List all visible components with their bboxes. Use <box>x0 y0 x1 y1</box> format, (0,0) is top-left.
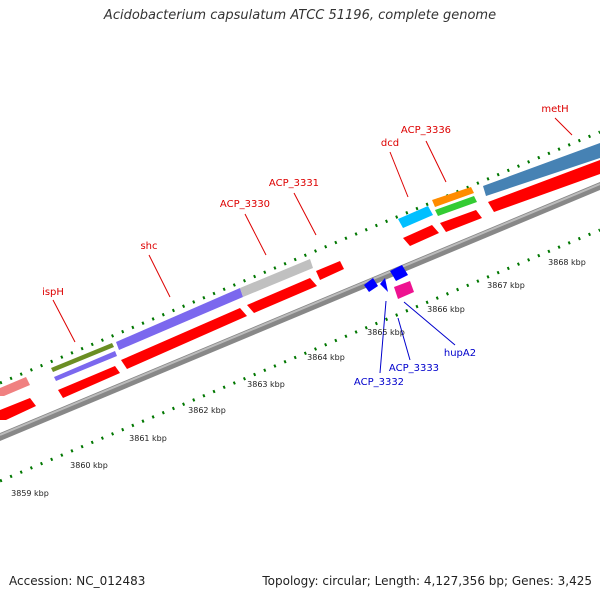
gene-ACP_3332-shape[interactable] <box>364 278 378 292</box>
scale-label-3867: 3867 kbp <box>487 281 525 290</box>
partial-cds-left <box>0 398 36 420</box>
chromosome-backbone-highlight <box>0 183 600 436</box>
gene-ACP_3330-bar[interactable] <box>240 259 313 297</box>
cds-metH <box>488 160 600 212</box>
gene-hupA2-shape[interactable] <box>394 281 414 299</box>
leader-shc <box>148 254 171 298</box>
gene-label-metH: metH <box>541 104 568 115</box>
gene-shc-bar[interactable] <box>116 288 243 350</box>
gene-label-ACP_3330: ACP_3330 <box>220 199 270 210</box>
gene-ispH-bar-2 <box>54 351 117 381</box>
gene-label-ACP_3332: ACP_3332 <box>354 377 404 388</box>
scale-label-3863: 3863 kbp <box>247 380 285 389</box>
scale-label-3862: 3862 kbp <box>188 406 226 415</box>
gene-ispH[interactable] <box>51 343 117 381</box>
gene-label-ACP_3331: ACP_3331 <box>269 178 319 189</box>
leader-dcd <box>389 151 409 198</box>
scale-label-3861: 3861 kbp <box>129 434 167 443</box>
scale-label-3868: 3868 kbp <box>548 258 586 267</box>
leader-ACP_3336 <box>425 140 447 183</box>
cds-ACP_3330 <box>247 278 317 313</box>
gene-dcd-bar[interactable] <box>398 206 433 228</box>
cds-shc <box>121 308 247 369</box>
leader-ACP_3330 <box>244 213 267 256</box>
gene-label-ACP_3333: ACP_3333 <box>389 363 439 374</box>
gene-ACP_3333-shape[interactable] <box>380 278 388 292</box>
leader-ispH <box>52 299 76 343</box>
cds-ACP_3336 <box>440 210 482 232</box>
gene-metH-bar[interactable] <box>483 143 600 196</box>
forward-tick-track <box>0 130 600 385</box>
gene-ispH-bar <box>51 343 114 372</box>
gene-ACP_3336-bar-2 <box>435 196 477 216</box>
gene-ACP_3336-bar <box>432 187 474 207</box>
gene-ACP_3331-bar[interactable] <box>316 261 344 280</box>
scale-label-3865: 3865 kbp <box>367 328 405 337</box>
scale-label-3860: 3860 kbp <box>70 461 108 470</box>
gene-label-dcd: dcd <box>381 138 399 149</box>
gene-label-ACP_3336: ACP_3336 <box>401 125 451 136</box>
leader-ACP_3333 <box>397 317 411 361</box>
accession-text: Accession: NC_012483 <box>9 574 146 588</box>
gene-label-ispH: ispH <box>42 287 64 298</box>
leader-hupA2 <box>403 301 456 346</box>
leader-metH <box>554 117 573 136</box>
scale-label-3864: 3864 kbp <box>307 353 345 362</box>
leader-ACP_3331 <box>293 192 317 236</box>
gene-label-hupA2: hupA2 <box>444 348 476 359</box>
gene-ACP_3336[interactable] <box>432 187 477 216</box>
partial-gene-pink <box>0 377 30 396</box>
leader-ACP_3332 <box>379 300 387 374</box>
cds-ispH <box>58 366 120 398</box>
scale-label-3866: 3866 kbp <box>427 305 465 314</box>
topology-text: Topology: circular; Length: 4,127,356 bp… <box>262 574 592 588</box>
gene-hupA2-shape-blue[interactable] <box>390 265 408 281</box>
scale-label-3859: 3859 kbp <box>11 489 49 498</box>
cds-dcd <box>403 225 439 246</box>
map-title: Acidobacterium capsulatum ATCC 51196, co… <box>103 8 497 23</box>
gene-label-shc: shc <box>140 241 157 252</box>
